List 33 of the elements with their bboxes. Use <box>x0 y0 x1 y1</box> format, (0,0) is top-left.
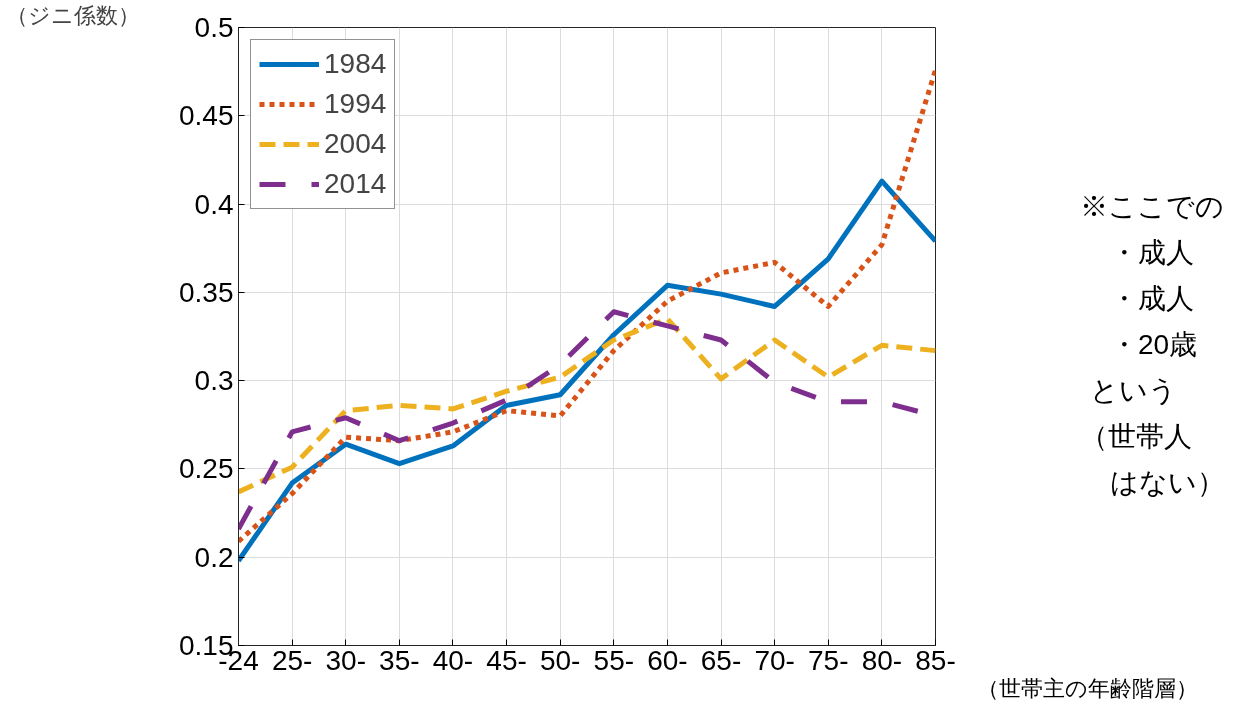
x-tick-label: 55- <box>593 644 635 676</box>
x-axis-title: （世帯主の年齢階層） <box>977 675 1198 702</box>
text: ・20歳 <box>1110 328 1198 362</box>
text: はない） <box>1110 466 1225 500</box>
legend-label: 2014 <box>324 168 387 200</box>
x-tick-label: 35- <box>379 644 420 676</box>
x-tick-label: 40- <box>432 644 474 676</box>
text: （世帯人 <box>1080 420 1192 454</box>
text: ・成人 <box>1110 236 1194 270</box>
text: という <box>1090 374 1177 408</box>
y-axis-title: （ジニ係数） <box>5 2 140 28</box>
x-tick-label: 30- <box>325 644 366 676</box>
y-tick-label: 0.25 <box>179 453 234 485</box>
x-tick-label: 45- <box>486 644 527 676</box>
x-tick-label: 75- <box>808 644 849 676</box>
x-tick-label: 85- <box>915 644 956 676</box>
x-tick-label: 60- <box>647 644 688 676</box>
text: ※ここでの <box>1080 190 1224 224</box>
y-tick-label: 0.35 <box>179 276 234 308</box>
x-tick-label: 80- <box>861 644 903 676</box>
y-tick-label: 0.4 <box>194 188 234 220</box>
x-tick-label: 65- <box>700 644 742 676</box>
x-tick-label: 50- <box>539 644 581 676</box>
legend-label: 1994 <box>324 88 387 120</box>
y-tick-label: 0.3 <box>194 365 234 397</box>
y-tick-label: 0.5 <box>194 12 234 43</box>
legend-label: 2004 <box>324 128 387 160</box>
y-tick-label: 0.2 <box>194 541 234 573</box>
text: ・成人 <box>1110 282 1194 316</box>
legend-label: 1984 <box>324 48 387 80</box>
x-tick-label: 70- <box>754 644 795 676</box>
y-tick-label: 0.45 <box>179 100 234 132</box>
x-tick-label: 25- <box>271 644 313 676</box>
